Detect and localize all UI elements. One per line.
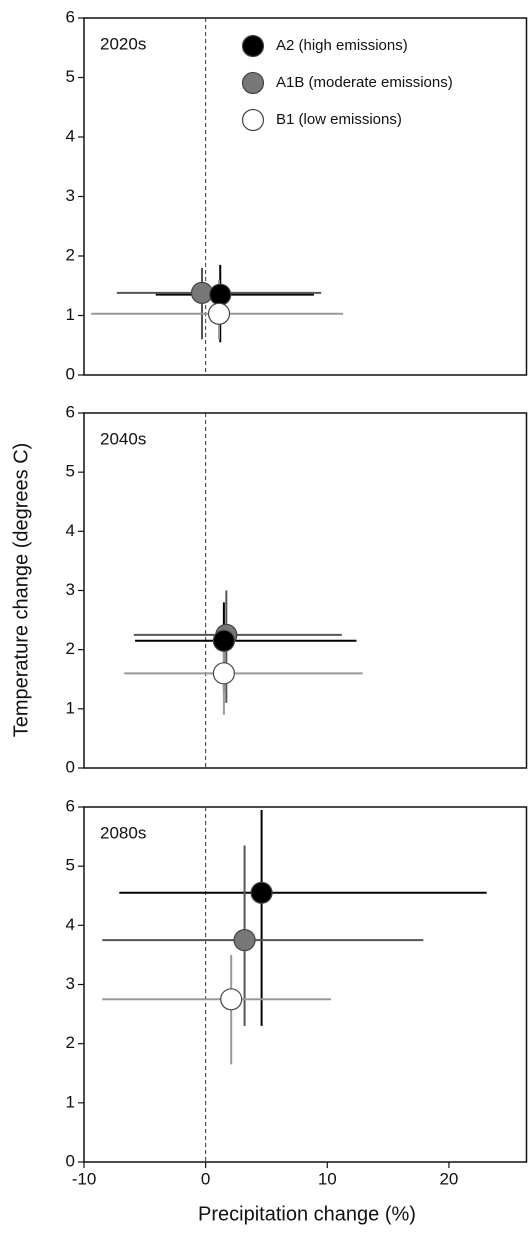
x-axis-label: Precipitation change (%)	[198, 1203, 416, 1225]
plot-frame	[83, 17, 528, 376]
y-tick-label: 4	[66, 126, 75, 145]
y-tick-label: 0	[66, 364, 75, 383]
marker	[220, 988, 243, 1011]
legend-label: A2 (high emissions)	[276, 37, 408, 54]
y-tick-label: 1	[66, 305, 75, 324]
y-tick-label: 2	[66, 1033, 75, 1052]
legend-label: B1 (low emissions)	[276, 111, 402, 128]
x-tick-label: 0	[201, 1169, 210, 1188]
plot-frame	[83, 412, 528, 769]
y-tick-label: 5	[66, 67, 75, 86]
x-tick-label: 10	[318, 1169, 337, 1188]
y-tick-label: 1	[66, 1092, 75, 1111]
plot-frame	[83, 806, 528, 1163]
y-tick-label: 0	[66, 1151, 75, 1170]
legend-marker	[241, 71, 265, 95]
x-tick-label: -10	[72, 1169, 97, 1188]
y-tick-label: 6	[66, 402, 75, 421]
y-axis-label: Temperature change (degrees C)	[10, 443, 32, 738]
marker	[212, 662, 235, 685]
y-tick-label: 4	[66, 915, 75, 934]
legend-marker	[241, 34, 265, 58]
marker	[250, 881, 273, 904]
y-tick-label: 3	[66, 974, 75, 993]
marker	[233, 929, 256, 952]
y-tick-label: 3	[66, 580, 75, 599]
panel-label: 2040s	[100, 429, 146, 448]
marker	[207, 302, 231, 325]
x-tick-label: 20	[439, 1169, 458, 1188]
y-tick-label: 0	[66, 757, 75, 776]
y-tick-label: 2	[66, 245, 75, 264]
marker	[212, 629, 235, 652]
panel-label: 2080s	[100, 823, 146, 842]
y-tick-label: 6	[66, 7, 75, 26]
y-tick-label: 3	[66, 186, 75, 205]
y-tick-label: 5	[66, 856, 75, 875]
y-tick-label: 5	[66, 462, 75, 481]
legend-marker	[241, 108, 265, 132]
y-tick-label: 1	[66, 698, 75, 717]
legend-label: A1B (moderate emissions)	[276, 74, 453, 91]
y-tick-label: 4	[66, 521, 75, 540]
panel-label: 2020s	[100, 34, 146, 53]
y-tick-label: 2	[66, 639, 75, 658]
marker	[209, 283, 232, 306]
y-tick-label: 6	[66, 796, 75, 815]
